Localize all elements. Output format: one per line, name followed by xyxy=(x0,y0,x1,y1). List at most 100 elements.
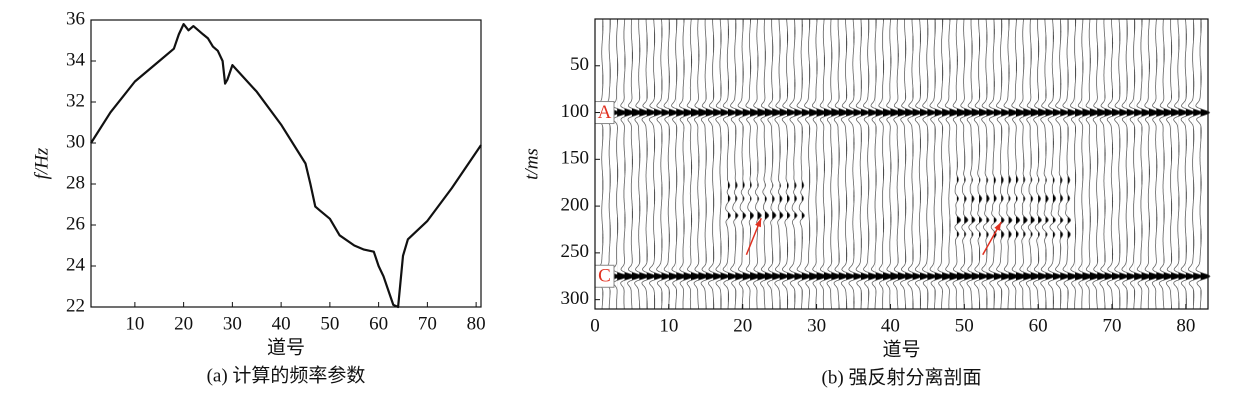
trace xyxy=(1173,18,1189,309)
trace-fill xyxy=(661,19,671,309)
y-tick-label: 36 xyxy=(66,8,85,29)
trace-fill xyxy=(691,19,702,309)
plot-frame xyxy=(90,19,482,308)
trace-fill xyxy=(1097,19,1108,309)
trace-fill xyxy=(1052,19,1062,309)
trace-fill xyxy=(764,19,775,309)
y-tick-label: 28 xyxy=(66,172,85,193)
x-tick-label: 80 xyxy=(1176,315,1195,336)
trace-fill xyxy=(979,19,989,309)
trace xyxy=(1003,19,1019,310)
trace xyxy=(648,19,664,309)
trace-fill xyxy=(1111,19,1122,309)
trace xyxy=(1144,19,1160,309)
trace xyxy=(737,19,754,309)
x-tick-label: 10 xyxy=(125,313,144,334)
trace xyxy=(641,18,657,309)
trace xyxy=(914,19,930,310)
trace xyxy=(1047,18,1063,310)
trace xyxy=(1062,19,1078,310)
trace-fill xyxy=(816,19,827,309)
trace-fill xyxy=(683,19,694,309)
trace xyxy=(833,19,849,310)
trace-fill xyxy=(1156,19,1167,309)
trace xyxy=(1033,19,1049,309)
y-axis-label: t/ms xyxy=(521,148,542,180)
trace xyxy=(1180,18,1196,309)
trace xyxy=(774,19,790,309)
trace-fill xyxy=(1030,19,1041,309)
trace xyxy=(753,18,769,310)
trace xyxy=(715,18,730,310)
trace xyxy=(767,18,783,309)
trace xyxy=(862,18,879,309)
trace xyxy=(848,18,863,310)
trace xyxy=(952,18,968,310)
y-tick-label: 24 xyxy=(66,254,86,275)
trace-fill xyxy=(860,19,870,309)
x-tick-label: 60 xyxy=(1029,315,1048,336)
trace xyxy=(789,18,804,309)
trace xyxy=(988,18,1004,310)
trace xyxy=(700,19,716,309)
trace xyxy=(1070,19,1086,309)
trace-fill xyxy=(757,19,768,309)
trace xyxy=(966,18,982,309)
marker-label: A xyxy=(598,102,612,123)
x-tick-label: 60 xyxy=(369,313,388,334)
trace xyxy=(686,19,702,309)
trace xyxy=(1128,18,1144,310)
trace-fill xyxy=(646,19,656,309)
trace xyxy=(760,18,776,310)
trace xyxy=(597,18,613,310)
trace-fill xyxy=(787,19,796,309)
trace xyxy=(693,18,709,310)
trace-fill xyxy=(838,19,849,309)
trace-fill xyxy=(964,19,975,309)
trace xyxy=(745,18,761,309)
trace xyxy=(973,19,989,309)
y-tick-label: 50 xyxy=(570,54,589,75)
trace xyxy=(730,19,746,310)
trace xyxy=(604,19,621,310)
trace-fill xyxy=(919,19,929,309)
trace xyxy=(707,19,723,309)
y-tick-label: 32 xyxy=(66,90,85,111)
trace xyxy=(929,18,945,310)
x-tick-label: 50 xyxy=(320,313,339,334)
trace xyxy=(1121,18,1137,310)
trace-fill xyxy=(823,19,834,309)
trace-fill xyxy=(698,19,709,309)
trace xyxy=(995,19,1012,309)
trace xyxy=(1077,18,1094,310)
trace xyxy=(620,18,636,310)
trace xyxy=(981,19,996,309)
trace xyxy=(1187,18,1203,310)
trace-fill xyxy=(705,19,716,309)
trace-fill xyxy=(831,19,842,309)
marker-label: C xyxy=(598,266,611,287)
trace-fill xyxy=(912,19,922,309)
trace xyxy=(1136,19,1152,309)
trace xyxy=(1025,18,1042,310)
trace-fill xyxy=(1171,19,1181,309)
trace xyxy=(804,19,820,310)
trace xyxy=(878,18,894,309)
trace xyxy=(1055,19,1070,310)
y-tick-label: 300 xyxy=(561,288,590,309)
trace xyxy=(907,18,923,309)
trace xyxy=(826,18,842,309)
trace-fill xyxy=(971,19,982,309)
trace xyxy=(1106,19,1122,310)
trace xyxy=(1092,18,1108,310)
trace xyxy=(855,18,871,310)
x-axis-label: 道号 xyxy=(882,338,920,360)
trace xyxy=(937,19,953,309)
trace-fill xyxy=(1082,19,1093,309)
x-tick-label: 30 xyxy=(223,313,242,334)
trace-fill xyxy=(1089,19,1100,309)
trace-fill xyxy=(720,19,730,309)
trace xyxy=(679,19,695,309)
trace-fill xyxy=(897,19,908,309)
